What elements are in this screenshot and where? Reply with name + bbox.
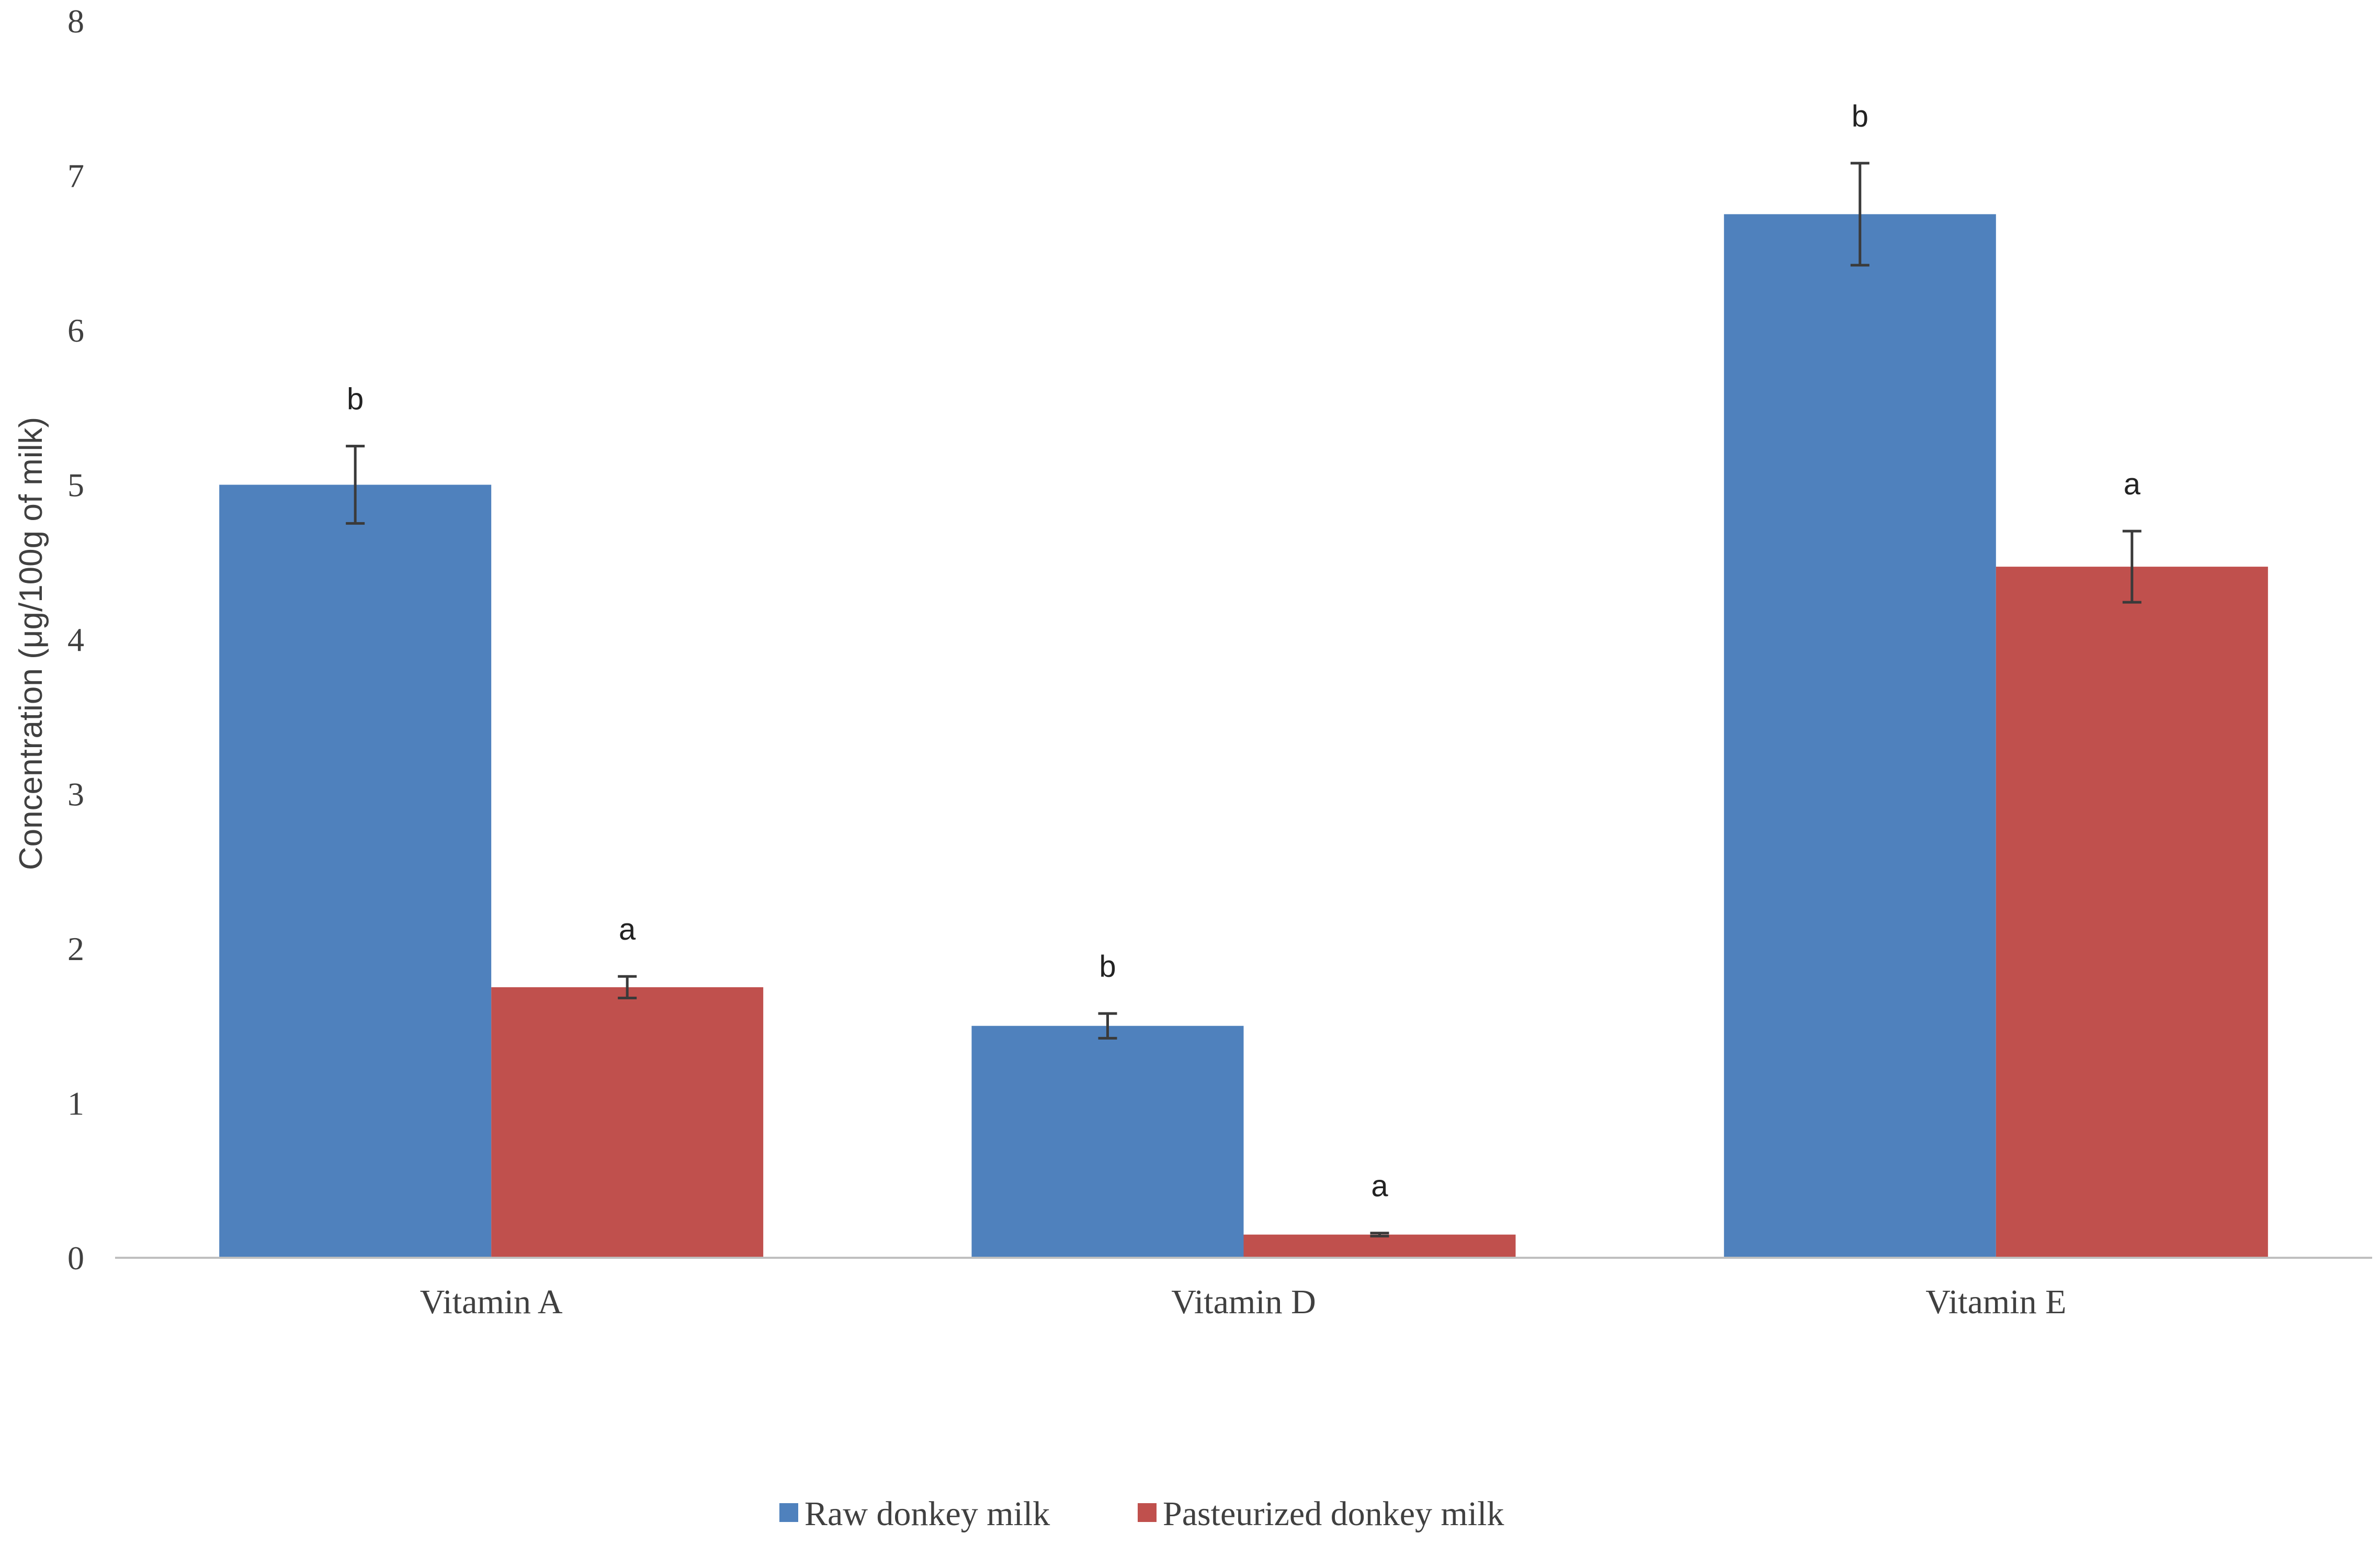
significance-letter: a (619, 912, 636, 946)
y-tick-label: 7 (67, 157, 84, 195)
y-tick-label: 5 (67, 467, 84, 504)
bars-layer (219, 214, 2268, 1258)
legend-swatch (779, 1503, 798, 1522)
x-axis-category-labels: Vitamin A Vitamin D Vitamin E (420, 1283, 2067, 1321)
significance-letter: a (1371, 1169, 1388, 1203)
legend-item: Raw donkey milk (779, 1495, 1050, 1533)
legend-swatch (1138, 1503, 1157, 1522)
significance-letter: b (1099, 950, 1116, 984)
legend-label: Pasteurized donkey milk (1163, 1495, 1504, 1533)
legend-item: Pasteurized donkey milk (1138, 1495, 1504, 1533)
significance-letter: b (1852, 99, 1868, 133)
error-bars-layer (346, 162, 2141, 1238)
legend: Raw donkey milk Pasteurized donkey milk (779, 1495, 1504, 1533)
significance-letter: b (347, 382, 364, 416)
legend-label: Raw donkey milk (804, 1495, 1050, 1533)
bar-raw-vitamin-e (1724, 214, 1996, 1258)
y-axis-ticks: 0 1 2 3 4 5 6 7 8 (67, 3, 84, 1277)
bar-pasteurized-vitamin-a (491, 987, 764, 1258)
y-tick-label: 1 (67, 1085, 84, 1122)
y-tick-label: 3 (67, 776, 84, 813)
y-axis-title: Concentration (μg/100g of milk) (13, 417, 49, 870)
error-bar (2122, 529, 2141, 604)
significance-letter: a (2124, 467, 2141, 501)
bar-raw-vitamin-d (971, 1025, 1244, 1258)
x-category-label: Vitamin E (1925, 1283, 2066, 1321)
y-tick-label: 0 (67, 1239, 84, 1277)
y-tick-label: 4 (67, 621, 84, 658)
bar-pasteurized-vitamin-d (1243, 1234, 1516, 1258)
y-tick-label: 6 (67, 312, 84, 349)
x-category-label: Vitamin A (420, 1283, 563, 1321)
error-bar (1850, 162, 1869, 267)
error-bar (618, 975, 637, 1000)
bar-pasteurized-vitamin-e (1996, 567, 2268, 1258)
y-tick-label: 8 (67, 3, 84, 40)
error-bar (1370, 1232, 1389, 1238)
error-bar (1098, 1012, 1117, 1040)
y-tick-label: 2 (67, 930, 84, 967)
error-bar (346, 445, 365, 525)
significance-letters-layer: b a b a b a (347, 99, 2141, 1203)
x-category-label: Vitamin D (1171, 1283, 1316, 1321)
bar-raw-vitamin-a (219, 484, 492, 1258)
